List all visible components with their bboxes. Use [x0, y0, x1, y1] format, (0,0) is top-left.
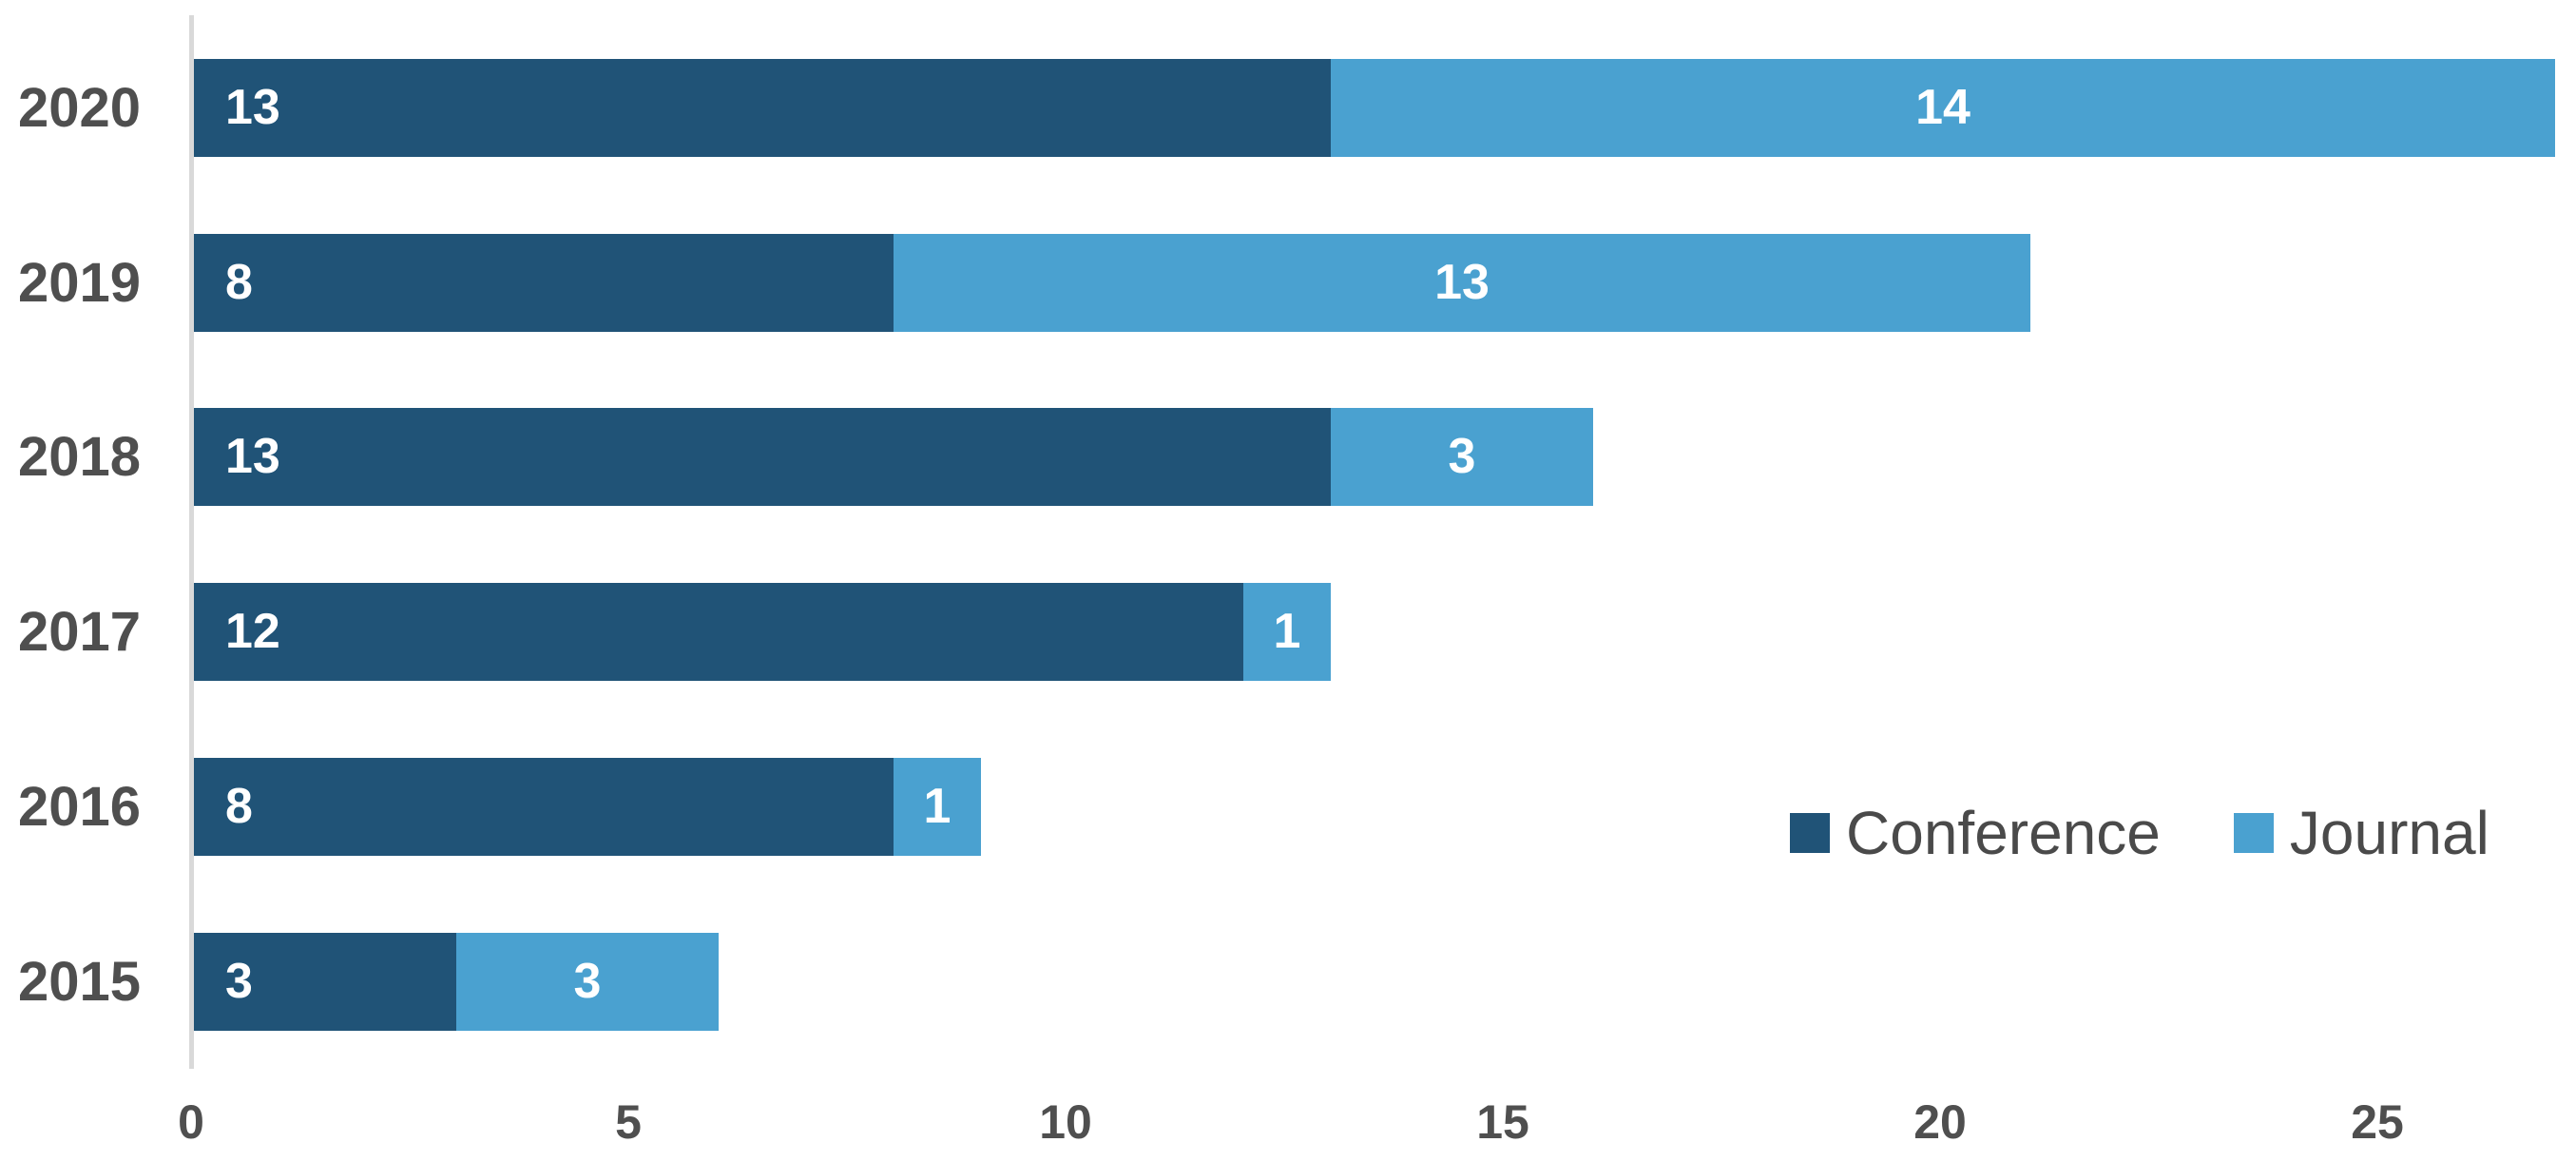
x-axis-tick-label-15: 15 [1476, 1095, 1529, 1149]
data-label-conference-2018: 13 [225, 429, 280, 484]
bar-segment-journal-2016 [894, 758, 981, 856]
category-label-2016: 2016 [17, 776, 141, 838]
category-label-2020: 2020 [17, 77, 141, 139]
y-axis-line [189, 15, 194, 1069]
bar-segment-journal-2020 [1331, 59, 2555, 157]
legend-label-journal: Journal [2289, 799, 2489, 867]
bar-segment-conference-2017 [194, 583, 1243, 681]
category-label-2017: 2017 [17, 601, 141, 663]
legend-item-journal: Journal [2233, 798, 2489, 868]
bar-segment-journal-2017 [1243, 583, 1331, 681]
legend-item-conference: Conference [1790, 798, 2161, 868]
bar-segment-conference-2020 [194, 59, 1331, 157]
x-axis-tick-label-0: 0 [178, 1095, 204, 1149]
bar-segment-conference-2018 [194, 408, 1331, 506]
data-label-conference-2019: 8 [225, 255, 253, 310]
legend-label-conference: Conference [1846, 799, 2161, 867]
x-axis-tick-label-20: 20 [1913, 1095, 1967, 1149]
journal-swatch-icon [2233, 813, 2274, 853]
data-label-journal-2016: 1 [923, 779, 952, 834]
x-axis-tick-label-25: 25 [2351, 1095, 2404, 1149]
x-axis-tick-label-10: 10 [1039, 1095, 1092, 1149]
data-label-conference-2016: 8 [225, 779, 253, 834]
x-axis-tick-label-5: 5 [615, 1095, 642, 1149]
category-label-2015: 2015 [17, 951, 141, 1013]
bar-segment-journal-2019 [894, 234, 2030, 332]
data-label-journal-2015: 3 [573, 954, 602, 1009]
data-label-conference-2020: 13 [225, 80, 280, 135]
data-label-journal-2019: 13 [1434, 255, 1490, 310]
bar-segment-journal-2015 [456, 933, 719, 1031]
data-label-conference-2017: 12 [225, 604, 280, 659]
bar-segment-conference-2019 [194, 234, 894, 332]
data-label-journal-2017: 1 [1273, 604, 1301, 659]
category-label-2019: 2019 [17, 252, 141, 314]
conference-swatch-icon [1790, 813, 1830, 853]
data-label-journal-2018: 3 [1448, 429, 1476, 484]
chart-legend: Conference Journal [1790, 798, 2489, 868]
data-label-conference-2015: 3 [225, 954, 253, 1009]
bar-segment-conference-2016 [194, 758, 894, 856]
category-label-2018: 2018 [17, 426, 141, 488]
bar-segment-journal-2018 [1331, 408, 1593, 506]
bar-segment-conference-2015 [194, 933, 456, 1031]
data-label-journal-2020: 14 [1915, 80, 1970, 135]
